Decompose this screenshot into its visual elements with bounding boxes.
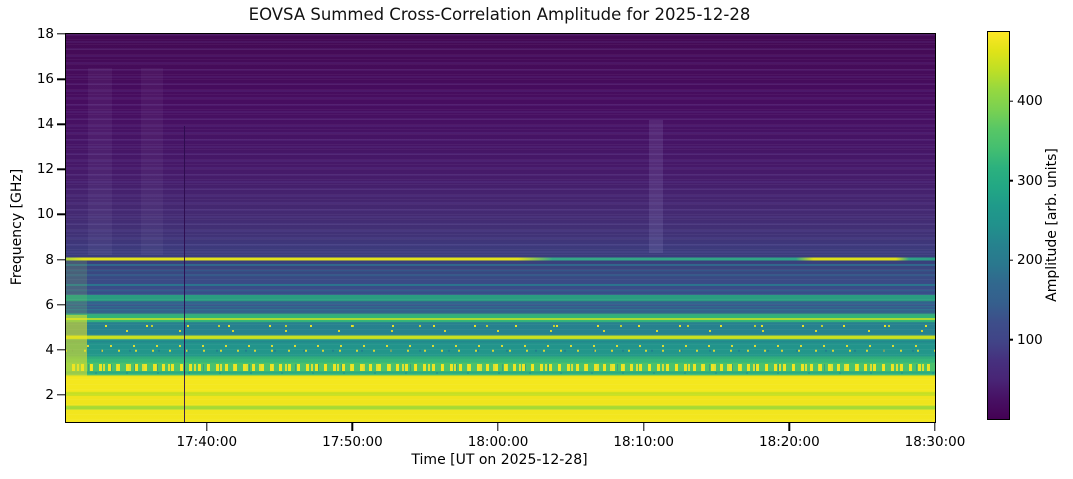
y-tick <box>57 213 65 216</box>
overlay-striation <box>66 34 935 258</box>
y-tick-label: 2 <box>45 386 54 403</box>
overlay-vband <box>87 67 113 256</box>
colorbar-tick <box>1009 100 1013 102</box>
overlay-vband <box>66 259 87 315</box>
y-tick-label: 12 <box>36 161 54 178</box>
overlay-vband <box>141 67 164 256</box>
y-tick-label: 8 <box>45 251 54 268</box>
colorbar-label: Amplitude [arb. units] <box>1044 148 1060 302</box>
x-tick-label: 18:20:00 <box>759 434 820 450</box>
overlay-hline <box>66 263 935 266</box>
spectrogram-heatmap <box>66 34 935 422</box>
colorbar-tick <box>1009 338 1013 341</box>
overlay-vband <box>648 119 664 253</box>
colorbar-tick-label: 100 <box>1017 331 1043 348</box>
overlay-vband <box>66 314 87 376</box>
y-tick <box>57 78 65 80</box>
overlay-speckle <box>66 345 935 348</box>
x-tick-label: 18:10:00 <box>613 434 675 450</box>
overlay-speckle <box>66 372 935 375</box>
y-tick-label: 10 <box>36 206 54 223</box>
overlay-hline <box>66 341 935 343</box>
x-tick <box>206 423 208 431</box>
y-tick-label: 14 <box>36 116 54 133</box>
y-axis-label: Frequency [GHz] <box>9 168 25 286</box>
y-tick-label: 16 <box>36 71 54 88</box>
overlay-noise <box>66 364 935 372</box>
colorbar-tick-label: 400 <box>1017 93 1043 110</box>
overlay-hline <box>66 302 935 304</box>
overlay-hline <box>66 284 935 287</box>
colorbar-tick-label: 200 <box>1017 252 1043 269</box>
overlay-speckle <box>66 329 935 332</box>
overlay-striation <box>66 34 935 422</box>
y-tick <box>57 394 65 396</box>
x-tick <box>351 423 354 431</box>
chart-title: EOVSA Summed Cross-Correlation Amplitude… <box>248 5 751 24</box>
colorbar: 100 200 300 400 <box>987 31 1043 420</box>
y-tick-label: 4 <box>45 341 54 358</box>
overlay-speckle <box>66 349 935 353</box>
x-tick-label: 18:00:00 <box>467 434 529 450</box>
overlay-speckle <box>66 349 935 353</box>
y-tick-label: 18 <box>36 26 54 42</box>
colorbar-tick-label: 300 <box>1017 172 1043 189</box>
overlay-vline <box>183 126 186 422</box>
y-tick <box>57 349 65 351</box>
x-tick <box>643 423 645 431</box>
overlay-hline <box>66 308 935 311</box>
y-tick <box>57 33 65 35</box>
y-tick-label: 6 <box>45 296 54 313</box>
overlay-hline <box>66 270 935 272</box>
x-tick-label: 17:40:00 <box>176 434 238 450</box>
overlay-seg <box>66 257 935 261</box>
overlay-hline <box>66 274 935 277</box>
overlay-hline <box>66 317 935 320</box>
overlay-hline <box>66 289 935 292</box>
plot-frame: 18 16 14 12 10 8 6 4 2 17:40:00 17:50:00 18:00:00 18… <box>37 26 966 450</box>
y-tick <box>57 168 65 171</box>
colorbar-tick <box>1009 259 1013 261</box>
colorbar-gradient <box>988 32 1009 419</box>
x-axis-label: Time [UT on 2025-12-28] <box>411 452 588 468</box>
overlay-speckle <box>66 325 935 328</box>
x-tick <box>497 423 499 431</box>
x-tick <box>934 423 936 431</box>
overlay-speckle <box>66 325 935 328</box>
y-tick <box>57 258 65 261</box>
y-tick <box>57 303 65 306</box>
colorbar-tick <box>1009 179 1013 182</box>
x-tick <box>788 423 791 431</box>
x-tick-label: 18:30:00 <box>904 434 966 450</box>
y-tick <box>57 123 65 125</box>
overlay-hline <box>66 305 935 308</box>
x-tick-label: 17:50:00 <box>322 434 383 450</box>
overlay-hline <box>66 358 935 361</box>
